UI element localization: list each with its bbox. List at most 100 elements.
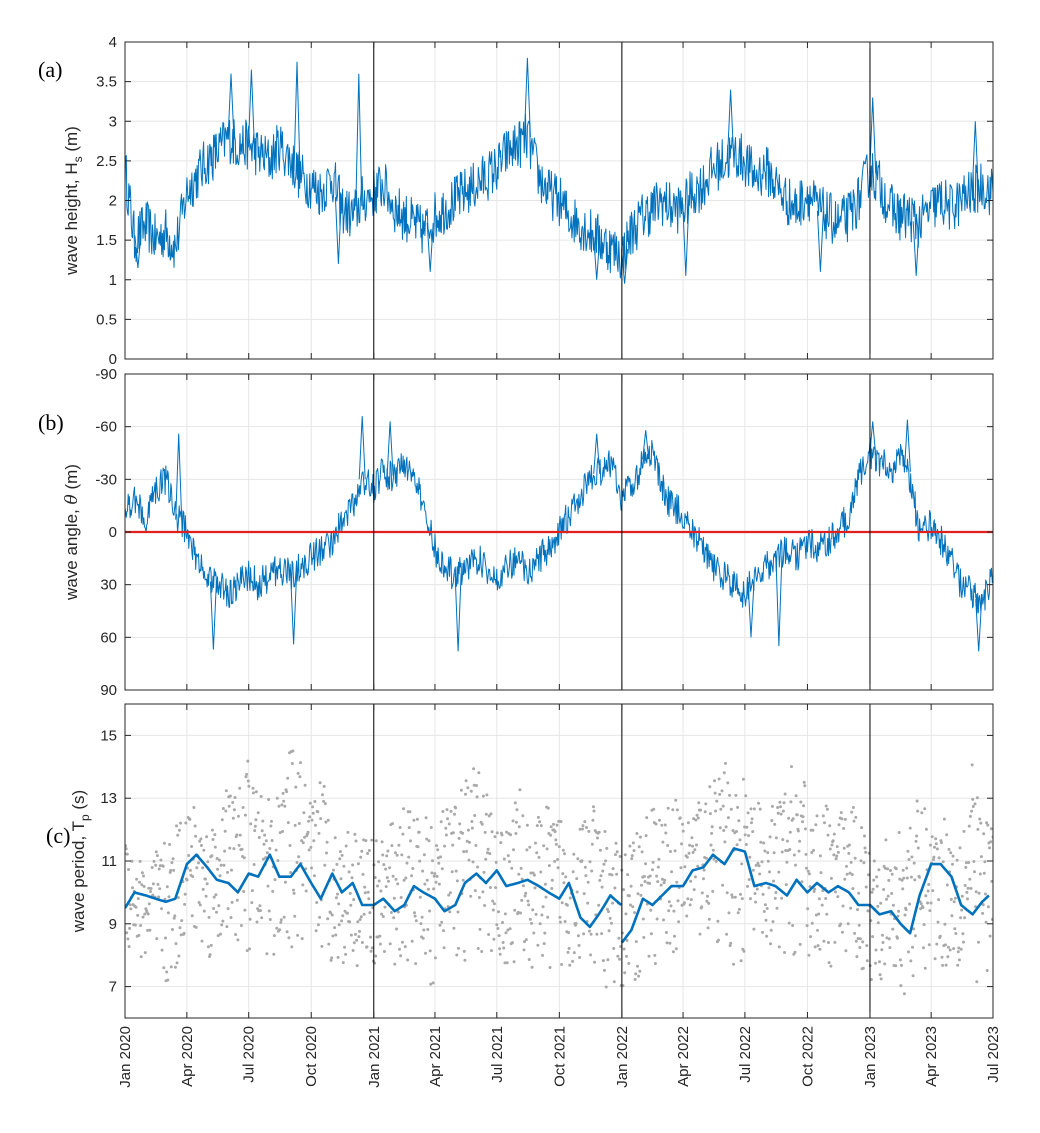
scatter-point — [424, 816, 428, 820]
scatter-point — [666, 844, 670, 847]
scatter-point — [836, 850, 840, 854]
scatter-point — [629, 884, 633, 888]
scatter-point — [482, 870, 486, 874]
scatter-point — [713, 779, 716, 783]
scatter-point — [763, 849, 767, 853]
scatter-point — [814, 913, 818, 917]
scatter-point — [180, 919, 184, 923]
scatter-point — [902, 876, 906, 880]
scatter-point — [930, 835, 934, 839]
scatter-point — [660, 877, 664, 881]
scatter-point — [440, 867, 444, 871]
scatter-point — [302, 811, 306, 815]
scatter-point — [769, 942, 773, 946]
scatter-point — [413, 914, 417, 918]
scatter-point — [550, 887, 554, 890]
scatter-point — [588, 860, 592, 864]
scatter-point — [440, 920, 444, 924]
scatter-point — [230, 900, 234, 904]
scatter-point — [171, 857, 175, 861]
scatter-point — [260, 916, 264, 920]
scatter-point — [134, 905, 138, 909]
scatter-point — [458, 822, 462, 826]
scatter-point — [633, 911, 637, 915]
scatter-point — [681, 822, 685, 826]
scatter-point — [675, 808, 679, 812]
scatter-point — [617, 936, 621, 940]
scatter-point — [207, 915, 211, 919]
scatter-point — [301, 883, 305, 887]
scatter-point — [559, 820, 563, 823]
scatter-point — [606, 958, 610, 962]
scatter-point — [785, 839, 789, 843]
scatter-point — [566, 950, 570, 954]
scatter-point — [756, 861, 760, 865]
scatter-point — [497, 910, 500, 914]
scatter-point — [571, 870, 575, 874]
scatter-point — [871, 887, 875, 891]
scatter-point — [964, 861, 968, 865]
scatter-point — [481, 794, 485, 798]
scatter-point — [205, 835, 209, 839]
scatter-point — [251, 786, 255, 790]
scatter-point — [979, 821, 983, 825]
scatter-point — [752, 807, 756, 811]
scatter-point — [280, 803, 284, 807]
scatter-point — [215, 910, 218, 914]
scatter-point — [692, 888, 696, 892]
scatter-point — [572, 852, 576, 856]
scatter-point — [857, 891, 861, 895]
scatter-point — [136, 913, 140, 917]
scatter-point — [713, 791, 717, 795]
scatter-point — [842, 846, 846, 850]
y-tick-label: 90 — [100, 682, 117, 699]
scatter-point — [337, 923, 341, 927]
scatter-point — [389, 911, 393, 914]
scatter-point — [750, 817, 754, 821]
scatter-point — [910, 855, 914, 859]
scatter-point — [308, 801, 312, 805]
scatter-point — [502, 946, 506, 950]
scatter-point — [512, 848, 515, 852]
scatter-point — [771, 920, 775, 924]
scatter-point — [510, 866, 514, 870]
scatter-point — [402, 807, 405, 811]
scatter-point — [909, 875, 913, 879]
scatter-point — [979, 855, 983, 859]
scatter-point — [779, 812, 783, 816]
scatter-point — [686, 897, 690, 901]
scatter-point — [899, 984, 903, 988]
scatter-point — [147, 902, 151, 906]
scatter-point — [201, 866, 205, 870]
scatter-point — [257, 836, 261, 839]
scatter-point — [624, 912, 628, 916]
scatter-point — [928, 909, 932, 913]
scatter-point — [211, 838, 215, 841]
scatter-point — [407, 826, 411, 830]
scatter-point — [768, 870, 771, 874]
scatter-point — [406, 958, 410, 962]
scatter-point — [782, 801, 786, 805]
scatter-point — [792, 853, 796, 857]
scatter-point — [528, 845, 532, 849]
scatter-point — [721, 883, 725, 887]
scatter-point — [412, 818, 416, 822]
scatter-point — [546, 915, 550, 919]
scatter-point — [850, 873, 854, 876]
scatter-point — [162, 841, 166, 845]
scatter-point — [788, 848, 792, 851]
scatter-point — [822, 939, 826, 943]
scatter-point — [637, 974, 641, 978]
scatter-point — [198, 839, 202, 843]
scatter-point — [410, 874, 414, 878]
scatter-point — [456, 910, 460, 914]
scatter-point — [867, 873, 870, 877]
scatter-point — [722, 771, 726, 775]
scatter-point — [250, 889, 254, 893]
scatter-point — [234, 933, 238, 936]
panel-label: (a) — [38, 57, 62, 82]
extreme-event — [971, 121, 979, 191]
scatter-point — [503, 912, 507, 916]
scatter-point — [831, 839, 835, 843]
scatter-point — [228, 794, 232, 798]
